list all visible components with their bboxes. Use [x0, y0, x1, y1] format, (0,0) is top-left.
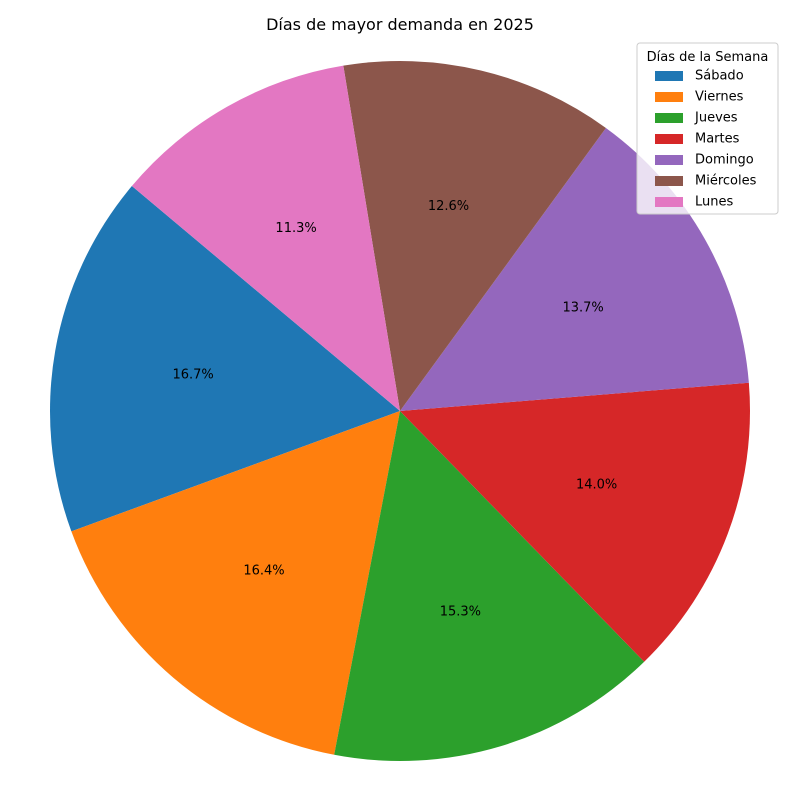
legend-items: Sábado Viernes Jueves Martes Domingo Miércole… — [655, 69, 757, 210]
legend: Días de la Semana Sábado Viernes Jueves Mar… — [636, 42, 779, 215]
pie-percent-label-martes: 14.0% — [576, 477, 617, 492]
legend-box — [636, 42, 779, 215]
pie-percent-label-jueves: 15.3% — [440, 605, 481, 620]
pie-percent-label-miercoles: 12.6% — [428, 199, 469, 214]
legend-label-lunes: Lunes — [695, 195, 733, 210]
chart-title: Días de mayor demanda en 2025 — [266, 15, 534, 34]
legend-label-miercoles: Miércoles — [695, 174, 757, 189]
pie-percent-label-sabado: 16.7% — [172, 367, 213, 382]
pie-slice-jueves — [334, 411, 645, 761]
pie-slice-miercoles — [343, 61, 606, 412]
pie-percent-labels: 16.7% 16.4% 15.3% 14.0% 13.7% 12.6% 11.3% — [172, 199, 617, 619]
legend-label-domingo: Domingo — [695, 153, 754, 168]
legend-swatch-martes — [655, 134, 683, 144]
legend-label-viernes: Viernes — [695, 90, 744, 105]
pie-percent-label-viernes: 16.4% — [243, 564, 284, 579]
pie-slice-martes — [400, 382, 750, 662]
pie-slice-viernes — [71, 411, 401, 755]
legend-title: Días de la Semana — [647, 50, 769, 65]
legend-label-jueves: Jueves — [694, 111, 738, 126]
pie-percent-label-lunes: 11.3% — [275, 221, 316, 236]
pie-slice-sabado — [49, 186, 401, 532]
legend-swatch-viernes — [655, 92, 683, 102]
legend-swatch-miercoles — [655, 176, 683, 186]
legend-swatch-domingo — [655, 155, 683, 165]
pie-percent-label-domingo: 13.7% — [562, 301, 603, 316]
legend-swatch-jueves — [655, 113, 683, 123]
legend-swatch-lunes — [655, 197, 683, 207]
legend-label-sabado: Sábado — [695, 69, 744, 84]
pie-slice-lunes — [131, 65, 400, 412]
legend-swatch-sabado — [655, 71, 683, 81]
legend-label-martes: Martes — [695, 132, 740, 147]
